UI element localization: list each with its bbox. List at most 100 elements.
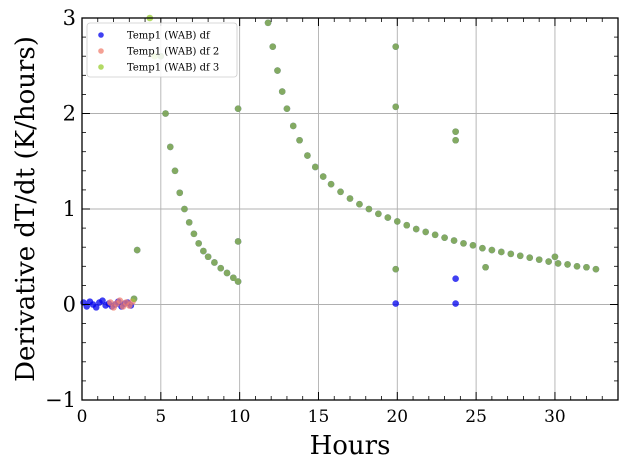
data-point xyxy=(223,269,231,277)
data-point xyxy=(217,264,225,272)
x-axis-label: Hours xyxy=(310,431,391,461)
data-point xyxy=(365,205,373,213)
data-point xyxy=(392,265,400,273)
x-tick-label: 15 xyxy=(308,407,330,427)
legend: Temp1 (WAB) df Temp1 (WAB) df 2 Temp1 (WAB… xyxy=(86,22,238,78)
x-tick-label: 10 xyxy=(229,407,251,427)
legend-marker xyxy=(98,32,104,38)
data-point xyxy=(507,250,515,258)
data-point xyxy=(162,110,169,117)
data-point xyxy=(554,260,562,267)
data-point xyxy=(269,43,277,50)
data-point xyxy=(176,189,184,197)
data-point xyxy=(403,221,411,229)
data-point xyxy=(99,297,106,304)
data-point xyxy=(412,225,420,233)
data-point xyxy=(356,200,363,208)
data-point xyxy=(230,274,237,282)
data-point xyxy=(393,218,401,225)
data-point xyxy=(422,228,429,236)
data-point xyxy=(452,275,459,283)
data-point xyxy=(384,214,392,221)
data-point xyxy=(583,263,590,271)
data-point xyxy=(274,67,281,74)
data-point xyxy=(450,237,458,244)
data-point xyxy=(289,122,297,130)
legend-marker xyxy=(98,48,104,54)
data-point xyxy=(545,258,552,265)
legend-marker xyxy=(98,64,104,70)
data-point xyxy=(181,205,188,213)
legend-item: Temp1 (WAB) df xyxy=(98,31,211,42)
legend-label: Temp1 (WAB) df 3 xyxy=(127,63,219,74)
x-tick-label: 25 xyxy=(465,407,487,427)
data-point xyxy=(278,88,286,95)
x-tick-label: 5 xyxy=(155,407,166,427)
data-point xyxy=(211,259,218,266)
data-point xyxy=(327,180,335,188)
y-tick-label: −1 xyxy=(45,388,76,412)
data-point xyxy=(264,19,272,27)
data-point xyxy=(441,234,448,241)
y-tick-label: 2 xyxy=(63,102,76,126)
data-point xyxy=(234,238,242,245)
x-tick-label: 20 xyxy=(386,407,408,427)
data-point xyxy=(482,263,489,271)
data-point xyxy=(130,295,138,303)
data-point xyxy=(107,299,114,306)
data-point xyxy=(375,210,382,218)
legend-item: Temp1 (WAB) df 3 xyxy=(98,63,219,74)
data-point xyxy=(195,240,202,247)
y-axis-label: Derivative dT/dt (K/hours) xyxy=(11,36,41,382)
series-3 xyxy=(130,14,600,303)
data-point xyxy=(535,256,543,263)
data-point xyxy=(392,300,400,307)
y-tick-label: 0 xyxy=(63,293,76,317)
data-point xyxy=(392,43,400,50)
data-point xyxy=(479,244,486,252)
data-point xyxy=(312,163,319,171)
legend-label: Temp1 (WAB) df xyxy=(127,31,211,42)
y-tick-label: 1 xyxy=(63,197,76,221)
data-point xyxy=(185,219,193,226)
data-point xyxy=(431,231,439,239)
data-point xyxy=(204,253,212,261)
legend-label: Temp1 (WAB) df 2 xyxy=(127,47,219,58)
data-point xyxy=(564,261,571,268)
data-point xyxy=(392,103,400,111)
data-point xyxy=(488,246,496,254)
data-point xyxy=(498,248,505,256)
data-point xyxy=(190,230,198,238)
x-tick-label: 30 xyxy=(544,407,566,427)
data-point xyxy=(319,173,327,180)
data-point xyxy=(346,195,354,202)
data-point xyxy=(171,167,179,175)
data-point xyxy=(592,265,600,273)
data-point xyxy=(516,252,524,260)
data-point xyxy=(452,136,459,144)
data-point xyxy=(452,128,459,135)
data-point xyxy=(200,247,207,255)
data-point xyxy=(526,254,534,262)
data-point xyxy=(116,297,124,304)
legend-box xyxy=(86,22,238,78)
data-point xyxy=(460,240,467,247)
data-point xyxy=(234,278,242,285)
data-point xyxy=(551,253,559,261)
data-point xyxy=(337,188,344,196)
data-point xyxy=(573,263,581,270)
data-point xyxy=(296,136,303,144)
data-point xyxy=(304,152,311,159)
data-point xyxy=(469,241,477,249)
y-tick-label: 3 xyxy=(63,6,76,30)
x-tick-label: 0 xyxy=(77,407,88,427)
data-point xyxy=(234,105,242,113)
legend-item: Temp1 (WAB) df 2 xyxy=(98,47,219,58)
data-point xyxy=(283,105,291,113)
data-point xyxy=(92,304,100,311)
data-point xyxy=(133,246,141,254)
data-point xyxy=(452,300,459,307)
data-point xyxy=(166,143,174,151)
